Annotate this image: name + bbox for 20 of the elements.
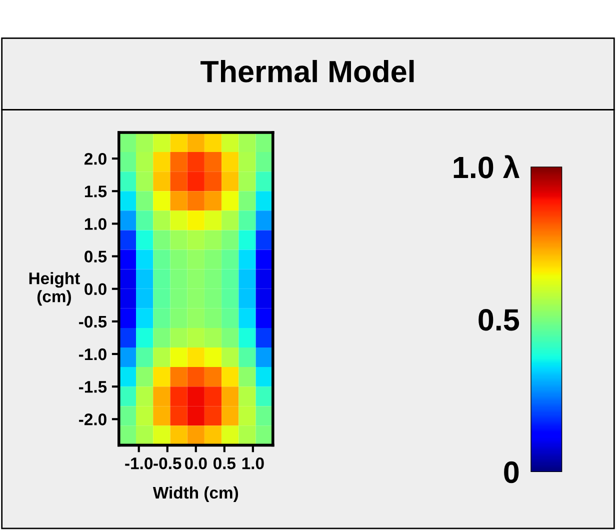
x-axis-title: Width (cm) <box>152 486 238 502</box>
x-tick-label: -1.0 <box>125 457 153 470</box>
y-axis-title: Height (cm) <box>29 272 80 306</box>
x-tick-label: -0.5 <box>154 457 182 470</box>
y-tick-label: 0.0 <box>84 283 106 296</box>
y-tick-label: 2.0 <box>84 152 106 165</box>
x-tick-label: 0.5 <box>213 457 236 470</box>
y-tick-label: -0.5 <box>79 316 107 328</box>
color-bar-label: 0 <box>504 461 519 484</box>
y-tick-label: -1.0 <box>79 348 106 360</box>
chart-title: Thermal Model <box>200 60 414 82</box>
y-tick-label: 1.0 <box>84 218 106 230</box>
y-tick-label: 0.5 <box>84 250 107 262</box>
color-bar-label: 1.0 λ <box>454 155 520 178</box>
color-bar-label: 0.5 <box>478 309 520 331</box>
y-tick-label: -1.5 <box>79 381 107 393</box>
x-tick-label: 0.0 <box>184 457 207 470</box>
y-tick-label: -2.0 <box>79 414 106 426</box>
y-tick-label: 1.5 <box>84 186 107 198</box>
x-tick-label: 1.0 <box>242 457 264 470</box>
